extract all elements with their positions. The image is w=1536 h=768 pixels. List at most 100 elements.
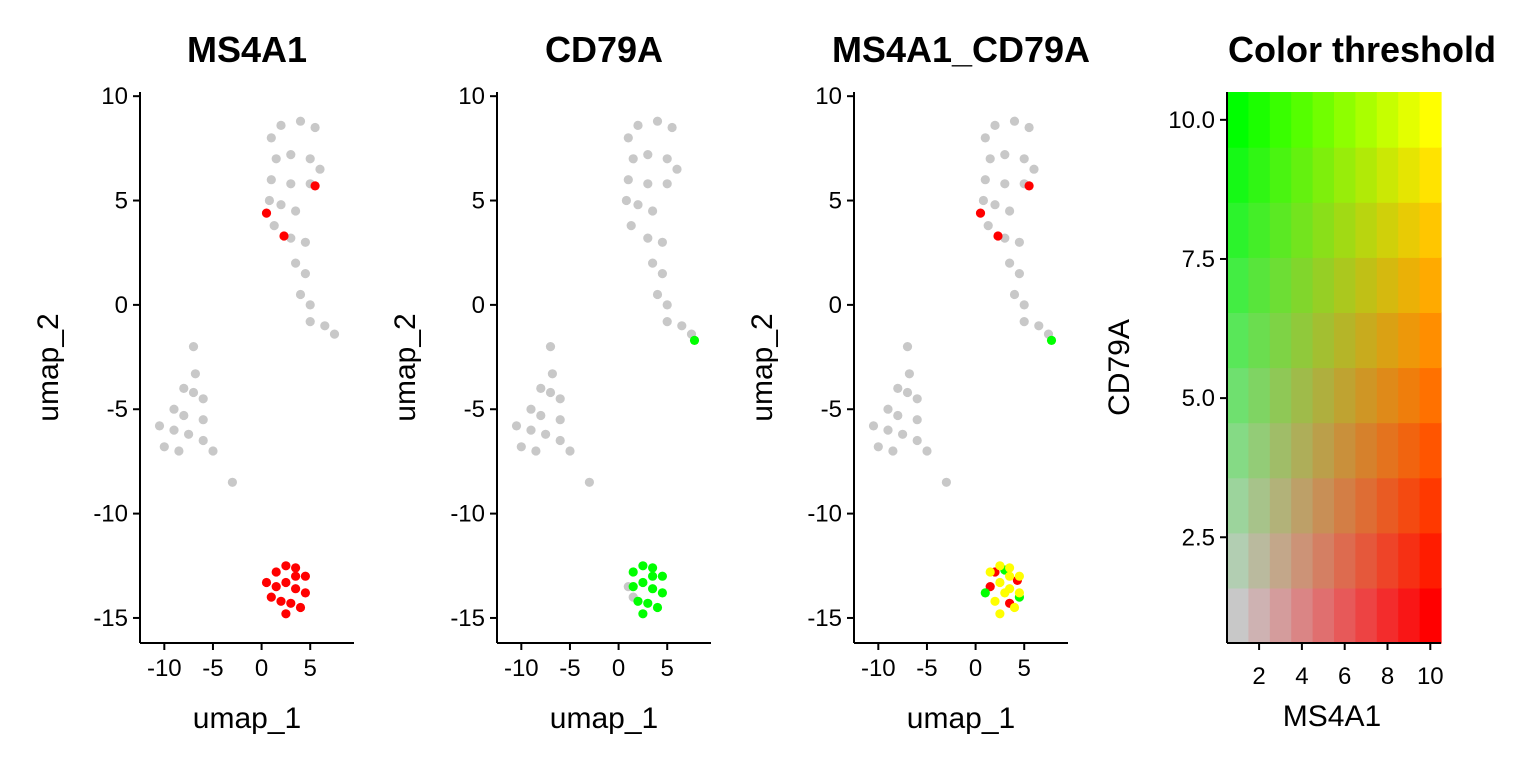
heatmap-cell <box>1312 202 1335 258</box>
data-point <box>320 321 330 331</box>
data-point <box>281 561 291 571</box>
heatmap-cell <box>1355 147 1378 203</box>
y-tick-label: 5.0 <box>1182 385 1215 412</box>
y-tick-label: -15 <box>450 605 485 632</box>
data-point <box>1005 563 1015 573</box>
data-point <box>300 588 310 598</box>
umap-panel-2: CD79A -10 -5 0 5 -15 -10 -5 0 5 10 umap_1 umap_2 <box>389 29 711 735</box>
heatmap-cell <box>1269 367 1292 424</box>
data-point <box>295 289 306 300</box>
data-point <box>190 369 200 379</box>
data-point <box>648 206 658 216</box>
data-point <box>633 120 643 130</box>
data-point <box>648 563 658 573</box>
heatmap-cell <box>1334 202 1356 258</box>
x-axis-label: MS4A1 <box>1283 700 1381 733</box>
data-point <box>169 425 179 435</box>
data-point <box>516 442 526 452</box>
data-point <box>662 300 672 310</box>
y-tick-label: -5 <box>464 396 485 423</box>
heatmap-cell <box>1334 257 1356 313</box>
data-point <box>995 561 1005 571</box>
data-point <box>995 577 1005 588</box>
data-point <box>912 435 922 446</box>
heatmap-cell <box>1312 422 1335 479</box>
heatmap-cell <box>1419 257 1442 313</box>
data-point <box>985 567 995 577</box>
heatmap-cell <box>1312 147 1335 203</box>
heatmap-cell <box>1334 367 1356 424</box>
heatmap-cell <box>1248 587 1271 644</box>
data-point <box>511 421 522 431</box>
data-point <box>648 571 658 581</box>
data-point <box>633 596 643 606</box>
y-tick-label: 10 <box>458 83 485 110</box>
x-tick-label: 0 <box>612 655 625 682</box>
data-point <box>628 582 638 592</box>
data-point <box>276 120 286 130</box>
data-point <box>291 563 301 573</box>
data-point <box>526 404 536 414</box>
heatmap-cell <box>1291 367 1314 424</box>
heatmap-cell <box>1419 147 1442 203</box>
x-tick-label: -10 <box>861 655 896 682</box>
data-point <box>648 258 658 268</box>
data-point <box>893 383 903 393</box>
data-point <box>305 154 315 164</box>
x-tick-label: 0 <box>255 655 268 682</box>
data-point <box>198 435 208 446</box>
x-tick-label: 4 <box>1295 663 1308 690</box>
heatmap-cell <box>1227 312 1249 369</box>
data-point <box>638 561 648 571</box>
data-point <box>983 221 993 231</box>
color-threshold-panel: Color threshold 2 4 6 8 10 2.5 5.0 7.5 10.0 MS4A1 C… <box>1103 29 1496 733</box>
heatmap-cell <box>1269 92 1292 148</box>
data-point <box>565 446 575 456</box>
heatmap-cell <box>1355 422 1378 479</box>
heatmap-cell <box>1376 367 1399 424</box>
heatmap-cell <box>1355 587 1378 644</box>
y-tick-label: 5 <box>472 188 485 215</box>
data-point <box>980 133 990 143</box>
data-point <box>536 410 546 421</box>
data-point <box>295 602 306 613</box>
data-point <box>1009 116 1020 126</box>
x-tick-label: 6 <box>1338 663 1351 690</box>
data-point <box>667 122 677 133</box>
panel-title: CD79A <box>545 29 663 70</box>
data-point <box>652 289 663 300</box>
data-point <box>657 237 668 247</box>
heatmap-cell <box>1376 532 1399 589</box>
data-point <box>626 221 636 231</box>
heatmap-cell <box>1398 92 1421 148</box>
data-point <box>643 598 653 608</box>
scatter-points <box>154 116 340 619</box>
data-point <box>868 421 879 431</box>
data-point <box>1019 300 1029 310</box>
data-point <box>291 206 301 216</box>
data-point <box>154 421 165 431</box>
heatmap-cell <box>1376 477 1399 534</box>
heatmap-cell <box>1376 422 1399 479</box>
data-point <box>638 577 648 588</box>
heatmap-cell <box>1269 312 1292 369</box>
data-point <box>985 154 995 164</box>
data-point <box>291 571 301 581</box>
heatmap-cell <box>1269 202 1292 258</box>
data-point <box>689 335 700 345</box>
data-point <box>188 387 199 398</box>
data-point <box>902 342 913 352</box>
data-point <box>898 429 908 439</box>
heatmap-cell <box>1355 202 1378 258</box>
data-point <box>980 175 990 185</box>
heatmap-cell <box>1376 147 1399 203</box>
data-point <box>286 598 296 608</box>
heatmap-cell <box>1419 92 1442 148</box>
data-point <box>269 221 279 231</box>
data-point <box>555 394 565 404</box>
umap-panel-3: MS4A1_CD79A -10 -5 0 5 -15 -10 -5 0 5 10 umap_1 umap… <box>746 29 1090 735</box>
heatmap-cell <box>1312 477 1335 534</box>
data-point <box>1029 164 1039 174</box>
heatmap-cell <box>1312 367 1335 424</box>
